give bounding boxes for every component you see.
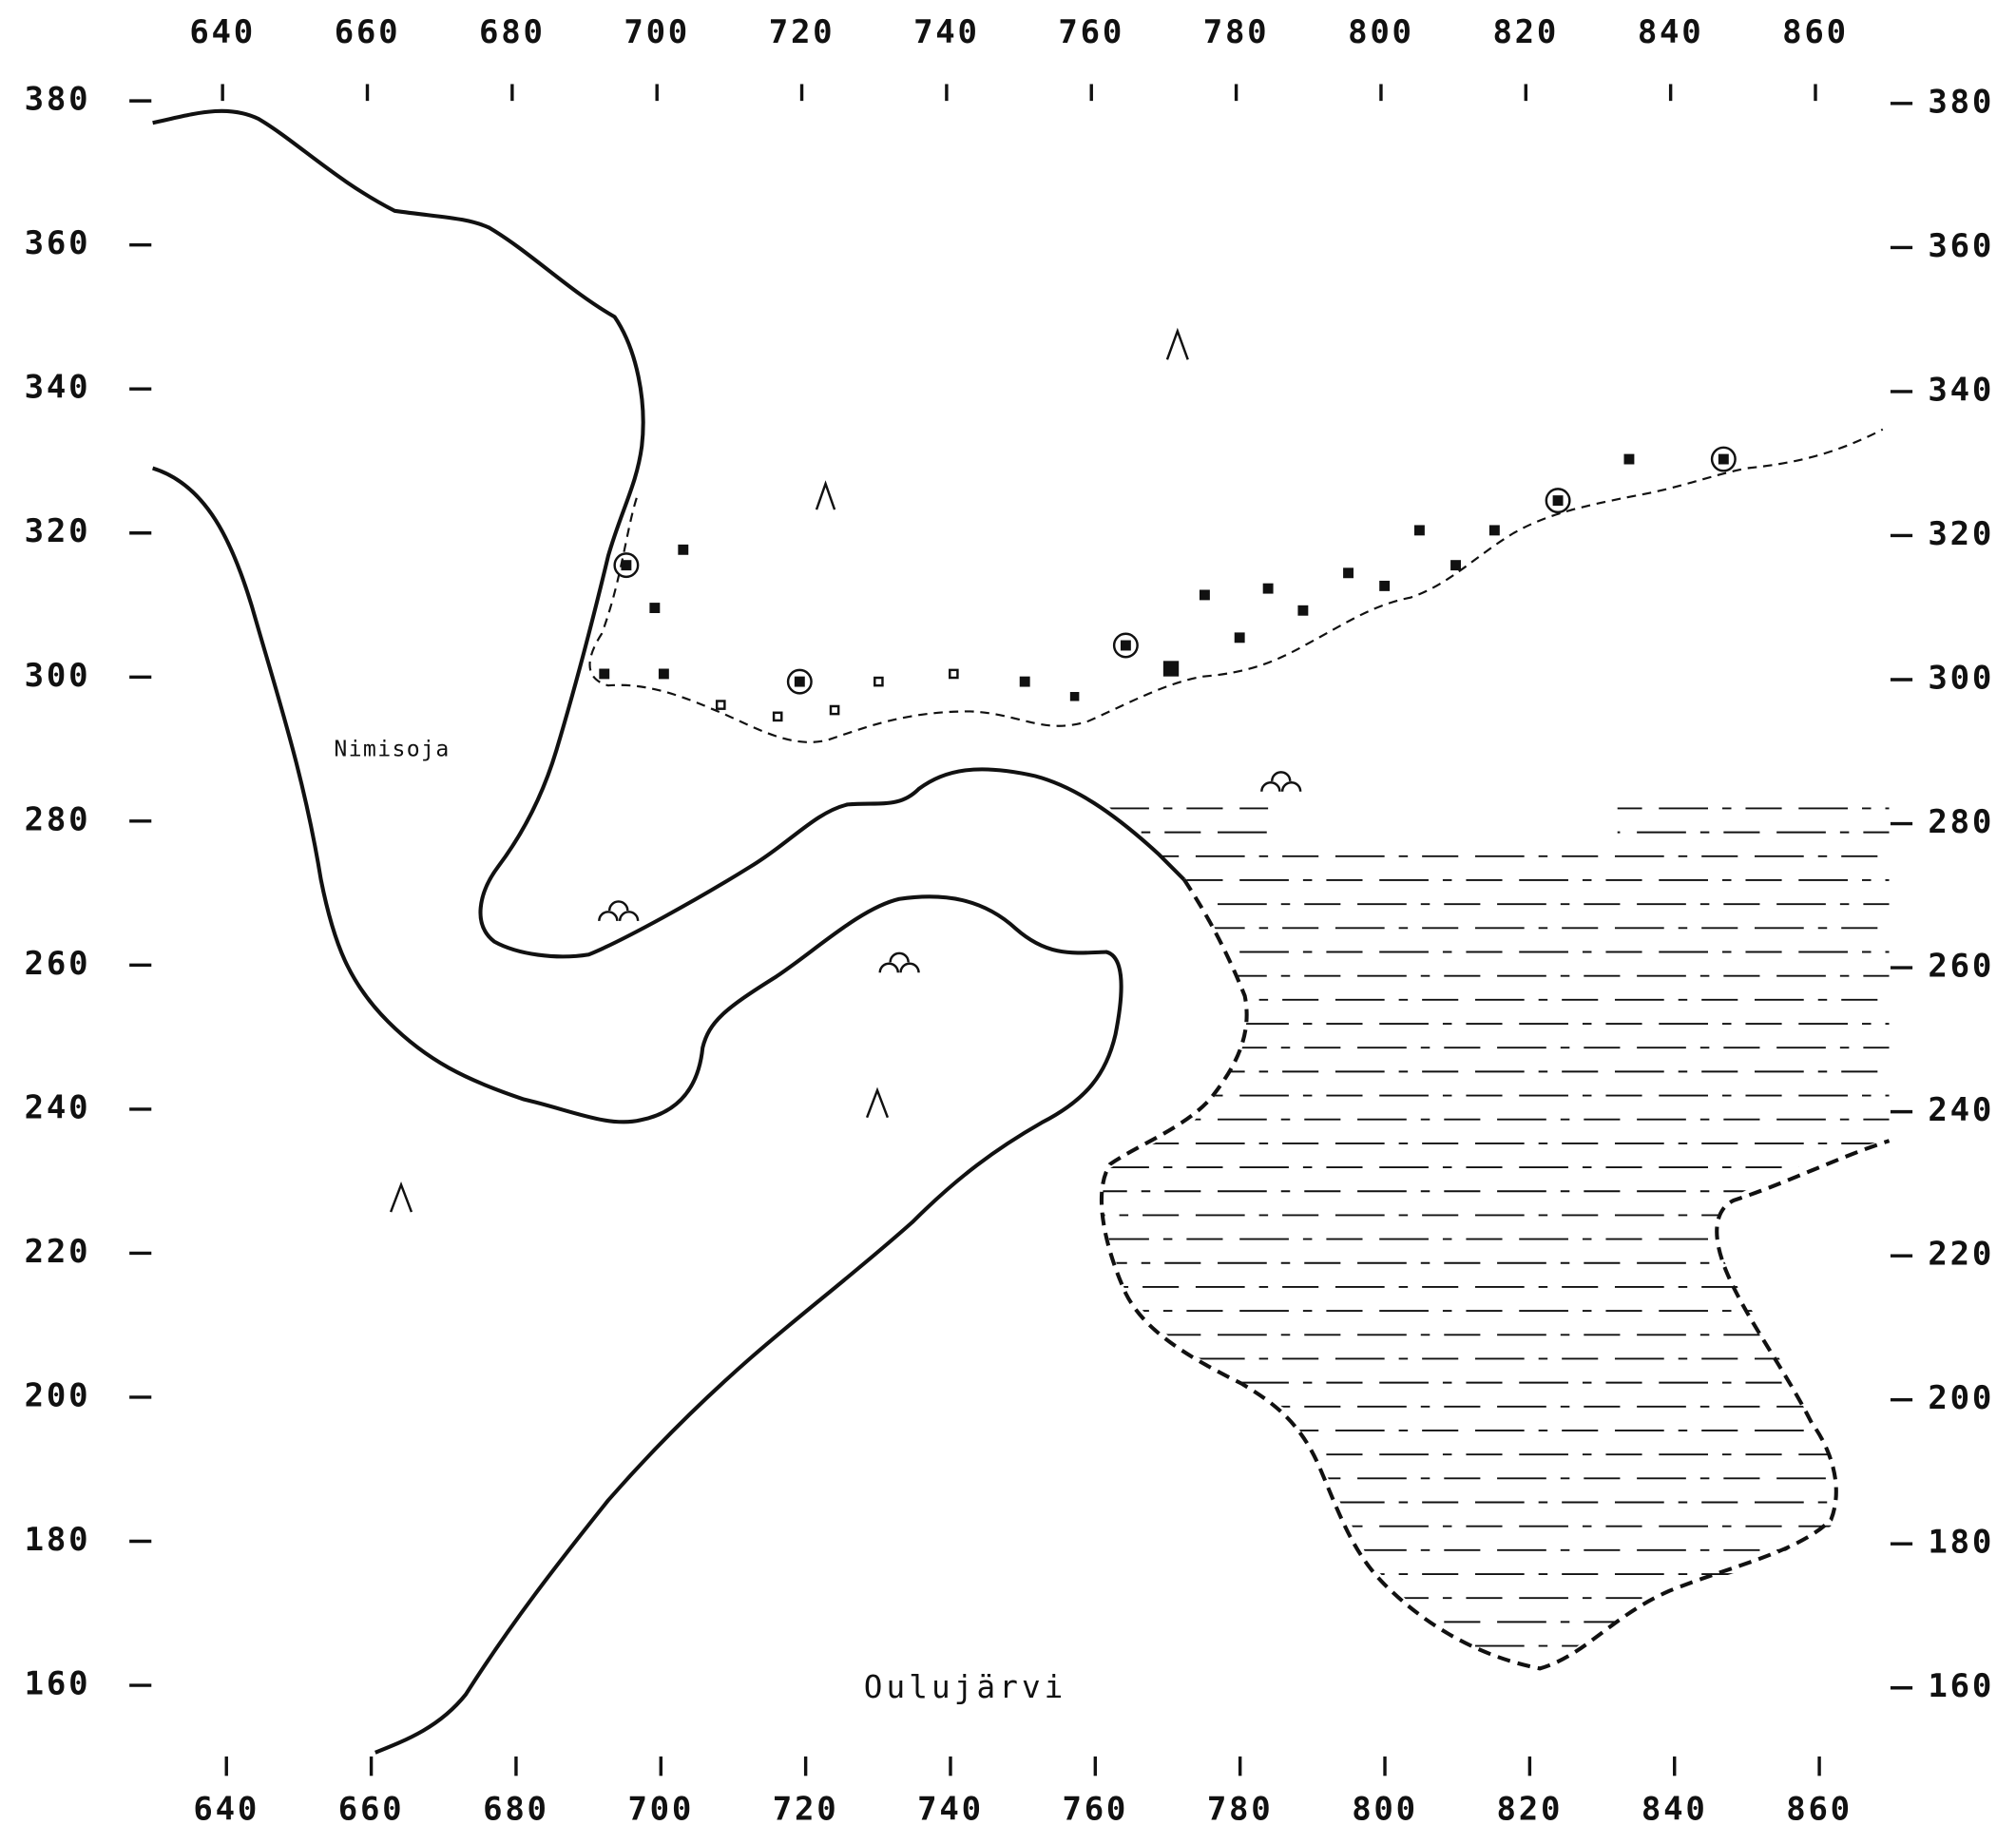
forest-symbols [598, 771, 1302, 973]
y-tick-label-left: 380 [25, 81, 91, 119]
y-tick-label-right: 240 [1928, 1091, 1994, 1129]
x-tick-label-bottom: 760 [1063, 1791, 1129, 1825]
river-bank [152, 466, 1123, 1755]
y-tick-label-right: 300 [1928, 660, 1994, 698]
x-tick-label-top: 660 [335, 13, 401, 51]
river-bank [152, 108, 1186, 959]
x-tick-label-top: 720 [769, 13, 835, 51]
y-tick-label-right: 180 [1928, 1524, 1994, 1562]
x-tick-label-bottom: 780 [1207, 1791, 1274, 1825]
x-tick-label-bottom: 720 [773, 1791, 839, 1825]
x-tick-label-bottom: 640 [193, 1791, 259, 1825]
y-tick-label-left: 240 [25, 1088, 91, 1126]
x-tick-label-bottom: 740 [917, 1791, 984, 1825]
x-tick-label-top: 860 [1782, 13, 1849, 51]
y-tick-label-right: 160 [1928, 1667, 1994, 1705]
y-tick-label-left: 200 [25, 1376, 91, 1414]
y-tick-label-right: 340 [1928, 371, 1994, 409]
site-boundary [588, 428, 1884, 743]
y-tick-label-right: 280 [1928, 803, 1994, 841]
open-sites [715, 668, 959, 722]
x-tick-label-bottom: 860 [1786, 1791, 1853, 1825]
x-tick-label-top: 780 [1203, 13, 1270, 51]
y-tick-label-right: 200 [1928, 1379, 1994, 1417]
x-tick-label-top: 840 [1638, 13, 1704, 51]
x-tick-label-top: 800 [1348, 13, 1414, 51]
y-tick-label-left: 180 [25, 1521, 91, 1559]
y-tick-label-left: 360 [25, 224, 91, 262]
x-tick-label-top: 700 [624, 13, 690, 51]
y-tick-label-right: 220 [1928, 1236, 1994, 1274]
y-tick-label-left: 220 [25, 1233, 91, 1271]
y-tick-label-left: 340 [25, 369, 91, 407]
y-tick-label-left: 300 [25, 657, 91, 695]
x-tick-label-bottom: 660 [338, 1791, 405, 1825]
x-tick-label-bottom: 840 [1642, 1791, 1708, 1825]
hill-symbols [389, 327, 1189, 1213]
sites [599, 453, 1729, 701]
y-tick-label-right: 360 [1928, 227, 1994, 265]
marsh-hatching [1100, 807, 1890, 1647]
y-tick-label-right: 380 [1928, 83, 1994, 121]
x-tick-label-top: 820 [1492, 13, 1559, 51]
y-tick-label-left: 260 [25, 945, 91, 983]
y-tick-label-right: 260 [1928, 948, 1994, 986]
y-tick-label-left: 320 [25, 512, 91, 550]
x-tick-label-top: 760 [1058, 13, 1124, 51]
x-tick-label-bottom: 680 [483, 1791, 549, 1825]
river-label: Nimisoja [334, 738, 450, 762]
x-tick-label-bottom: 700 [627, 1791, 694, 1825]
y-tick-label-left: 280 [25, 800, 91, 838]
circled-sites [613, 446, 1737, 695]
lake-label: Oulujärvi [864, 1669, 1067, 1705]
x-tick-label-bottom: 820 [1497, 1791, 1564, 1825]
y-tick-label-right: 320 [1928, 515, 1994, 553]
axes: 640 640 660 660 680 680 700 700 720 720 740 740 760 7… [25, 13, 1994, 1825]
marsh-boundary [1099, 878, 1891, 1671]
x-tick-label-bottom: 800 [1352, 1791, 1418, 1825]
y-tick-label-left: 160 [25, 1665, 91, 1703]
x-tick-label-top: 680 [479, 13, 546, 51]
x-tick-label-top: 640 [189, 13, 256, 51]
x-tick-label-top: 740 [913, 13, 980, 51]
